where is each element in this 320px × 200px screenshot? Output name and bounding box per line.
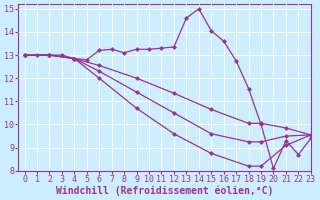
- X-axis label: Windchill (Refroidissement éolien,°C): Windchill (Refroidissement éolien,°C): [56, 185, 273, 196]
